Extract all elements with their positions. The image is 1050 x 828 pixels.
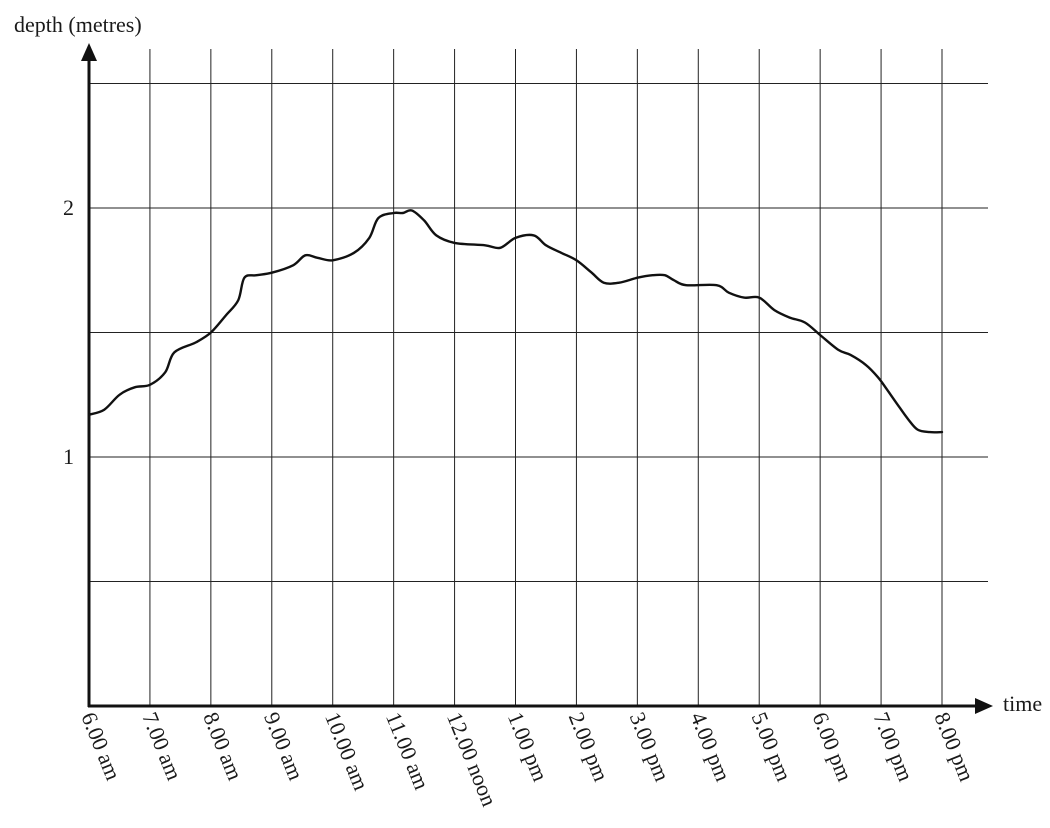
data-point [664,274,666,276]
data-point [916,428,918,430]
data-point [651,274,653,276]
y-axis-arrow-icon [81,43,97,61]
data-point [225,314,227,316]
axis-layer: depth (metres) time [14,12,1042,716]
data-point [789,316,791,318]
data-point [773,309,775,311]
data-point [673,279,675,281]
x-tick-label: 8.00 pm [929,709,979,785]
data-point [173,351,175,353]
x-tick-label: 11.00 am [381,709,435,794]
data-point [304,254,306,256]
data-point [514,237,516,239]
data-point [886,389,888,391]
data-point [865,364,867,366]
data-point [164,371,166,373]
data-point [941,431,943,433]
data-point [758,296,760,298]
x-tick-label: 5.00 pm [747,709,797,785]
data-point [575,259,577,261]
data-point [423,219,425,221]
data-point [411,209,413,211]
depth-series-line [87,209,944,434]
data-point [237,299,239,301]
y-tick-labels: 12 [63,195,74,469]
x-tick-label: 6.00 pm [808,709,858,785]
data-point [603,282,605,284]
data-point [877,376,879,378]
y-axis-title: depth (metres) [14,12,142,37]
series-layer [87,209,944,434]
data-point [453,242,455,244]
data-point [377,217,379,219]
data-point [819,334,821,336]
data-point [194,341,196,343]
data-point [353,252,355,254]
data-point [402,212,404,214]
data-point [618,282,620,284]
data-point [560,252,562,254]
data-point [332,259,334,261]
data-point [804,321,806,323]
data-point [316,257,318,259]
data-point [728,292,730,294]
data-point [149,384,151,386]
data-point [255,274,257,276]
x-tick-label: 7.00 am [137,709,187,784]
data-point [898,406,900,408]
data-point [499,247,501,249]
data-point [591,272,593,274]
y-tick-label: 2 [63,195,74,220]
data-point [545,244,547,246]
x-tick-label: 12.00 noon [442,709,502,810]
y-tick-label: 1 [63,444,74,469]
x-tick-label: 6.00 am [76,709,126,784]
data-point [134,386,136,388]
data-point [849,354,851,356]
data-point [103,409,105,411]
grid-layer [89,49,988,706]
data-point [484,244,486,246]
data-point [685,284,687,286]
data-point [392,212,394,214]
x-axis-title: time [1003,691,1042,716]
data-point [837,349,839,351]
data-point [435,234,437,236]
x-tick-label: 8.00 am [198,709,248,784]
x-tick-label: 3.00 pm [625,709,675,785]
data-point [210,331,212,333]
data-point [271,272,273,274]
x-tick-label: 1.00 pm [503,709,553,785]
data-point [533,234,535,236]
x-tick-label: 2.00 pm [564,709,614,785]
data-point [929,431,931,433]
data-point [88,414,90,416]
data-point [243,277,245,279]
x-tick-label: 9.00 am [259,709,309,784]
data-point [368,237,370,239]
data-point [743,296,745,298]
data-point [292,264,294,266]
x-tick-labels: 6.00 am 7.00 am 8.00 am 9.00 am 10.00 am 11.0… [76,709,979,810]
data-point [636,277,638,279]
data-point [118,394,120,396]
data-point [715,284,717,286]
x-tick-label: 7.00 pm [868,709,918,785]
data-point [907,419,909,421]
x-tick-label: 4.00 pm [686,709,736,785]
x-axis-arrow-icon [975,698,993,714]
x-tick-label: 10.00 am [320,709,374,794]
